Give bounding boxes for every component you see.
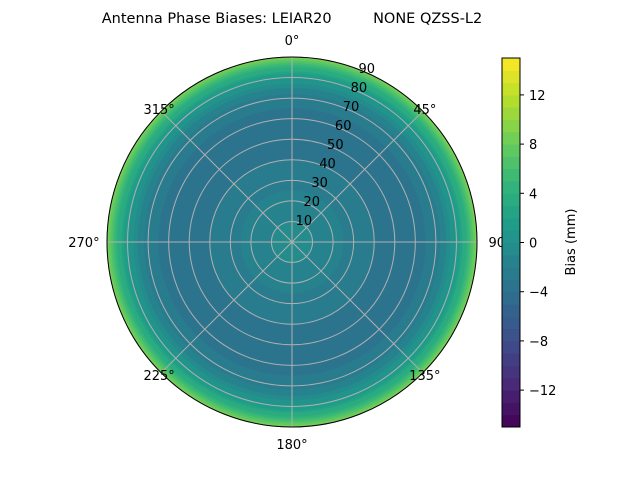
colorbar-level <box>502 193 520 207</box>
theta-tick-label: 225° <box>143 369 174 384</box>
colorbar-level <box>502 254 520 268</box>
colorbar-tick-label: 4 <box>529 187 537 202</box>
colorbar-level <box>502 316 520 330</box>
colorbar-level <box>502 107 520 120</box>
colorbar-level <box>502 70 520 84</box>
theta-tick-label: 45° <box>413 103 436 118</box>
colorbar-level <box>502 58 520 71</box>
colorbar-level <box>502 365 520 379</box>
colorbar-tick-label: 0 <box>529 237 537 252</box>
colorbar-level <box>502 402 520 416</box>
colorbar-tick-label: −12 <box>529 384 556 399</box>
colorbar-tick-label: −4 <box>529 286 548 301</box>
theta-tick-label: 315° <box>143 103 174 118</box>
theta-tick-label: 135° <box>409 369 440 384</box>
r-tick-label: 10 <box>296 214 313 229</box>
r-tick-label: 40 <box>319 157 336 172</box>
r-tick-label: 50 <box>327 138 344 153</box>
colorbar-level <box>502 156 520 170</box>
colorbar-level <box>502 144 520 157</box>
grid-spoke <box>160 110 293 243</box>
colorbar-level <box>502 181 520 194</box>
colorbar-level <box>502 340 520 354</box>
r-tick-label: 20 <box>303 195 320 210</box>
colorbar-level <box>502 267 520 280</box>
colorbar-level <box>502 82 520 96</box>
colorbar-level <box>502 168 520 182</box>
colorbar-level <box>502 353 520 366</box>
grid-spoke <box>291 241 424 374</box>
colorbar-level <box>502 328 520 342</box>
theta-tick-label: 270° <box>68 236 99 251</box>
theta-tick-label: 0° <box>285 34 300 49</box>
colorbar-level <box>502 131 520 145</box>
r-tick-label: 90 <box>359 62 376 77</box>
colorbar-level <box>502 119 520 133</box>
r-tick-label: 80 <box>351 81 368 96</box>
polar-grid <box>106 56 478 428</box>
theta-tick-label: 180° <box>276 438 307 453</box>
colorbar-level <box>502 230 520 243</box>
grid-spoke <box>291 110 424 243</box>
colorbar-level <box>502 94 520 108</box>
colorbar-level <box>502 217 520 231</box>
colorbar: −12 −8 −4 0 4 8 12 <box>501 57 556 428</box>
colorbar-level <box>502 304 520 317</box>
colorbar-level <box>502 205 520 219</box>
colorbar-tick-label: 12 <box>529 89 546 104</box>
r-tick-label: 30 <box>311 176 328 191</box>
colorbar-tick-label: −8 <box>529 335 548 350</box>
colorbar-level <box>502 390 520 403</box>
r-tick-label: 60 <box>335 119 352 134</box>
colorbar-level <box>502 279 520 293</box>
colorbar-level <box>502 242 520 256</box>
colorbar-tick-label: 8 <box>529 138 537 153</box>
colorbar-level <box>502 414 520 428</box>
colorbar-label: Bias (mm) <box>564 209 579 276</box>
colorbar-level <box>502 291 520 305</box>
colorbar-level <box>502 377 520 391</box>
r-tick-label: 70 <box>343 100 360 115</box>
chart-title: Antenna Phase Biases: LEIAR20 NONE QZSS-… <box>102 11 483 27</box>
grid-spoke <box>160 241 293 374</box>
polar-frame <box>106 56 478 428</box>
